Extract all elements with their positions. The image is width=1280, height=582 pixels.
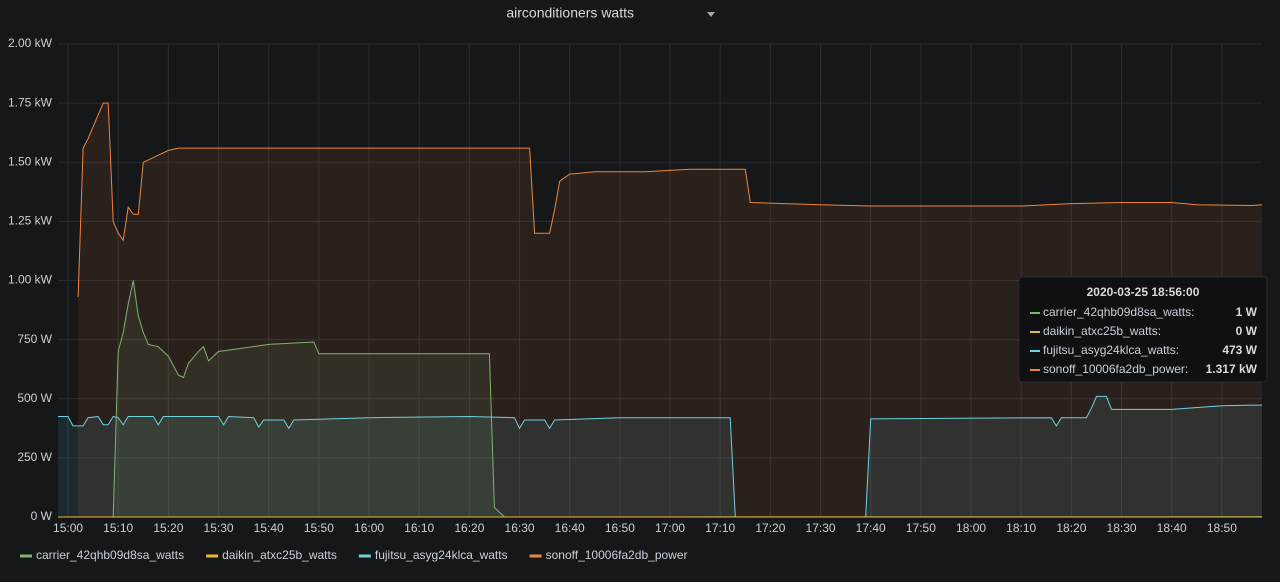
y-tick-label: 1.50 kW — [8, 154, 53, 168]
series-area — [58, 396, 1262, 517]
y-tick-label: 250 W — [17, 450, 52, 464]
y-tick-label: 2.00 kW — [8, 36, 53, 50]
series-area — [58, 280, 1262, 517]
x-tick-label: 16:30 — [505, 521, 535, 535]
y-tick-label: 750 W — [17, 332, 52, 346]
plot-area: 0 W 250 W 500 W 750 W 1.00 kW 1.25 kW 1.50 kW 1… — [8, 36, 1263, 535]
x-tick-label: 18:40 — [1157, 521, 1187, 535]
tooltip-value: 473 W — [1222, 343, 1257, 357]
chart-title[interactable]: airconditioners watts — [506, 5, 634, 21]
x-tick-label: 15:10 — [103, 521, 133, 535]
tooltip-value: 1.317 kW — [1206, 362, 1258, 376]
x-tick-label: 18:00 — [956, 521, 986, 535]
x-tick-label: 15:20 — [153, 521, 183, 535]
x-tick-label: 18:20 — [1056, 521, 1086, 535]
tooltip-value: 1 W — [1236, 305, 1258, 319]
x-tick-label: 17:50 — [906, 521, 936, 535]
x-tick-label: 15:00 — [53, 521, 83, 535]
legend-label[interactable]: daikin_atxc25b_watts — [222, 548, 337, 562]
series-line — [77, 102, 1263, 298]
x-tick-label: 16:10 — [404, 521, 434, 535]
x-tick-label: 15:50 — [304, 521, 334, 535]
x-tick-label: 17:20 — [755, 521, 785, 535]
x-tick-label: 15:30 — [204, 521, 234, 535]
x-tick-label: 17:40 — [856, 521, 886, 535]
legend-label[interactable]: carrier_42qhb09d8sa_watts — [36, 548, 184, 562]
y-tick-label: 1.75 kW — [8, 95, 53, 109]
tooltip: 2020-03-25 18:56:00 carrier_42qhb09d8sa_w… — [1018, 276, 1268, 383]
x-tick-label: 16:00 — [354, 521, 384, 535]
tooltip-time: 2020-03-25 18:56:00 — [1087, 285, 1200, 299]
series-line — [58, 395, 1262, 518]
title-caret[interactable] — [707, 12, 715, 17]
y-tick-label: 500 W — [17, 391, 52, 405]
x-tick-label: 16:20 — [454, 521, 484, 535]
tooltip-series: daikin_atxc25b_watts: — [1043, 324, 1161, 338]
tooltip-series: sonoff_10006fa2db_power: — [1043, 362, 1188, 376]
tooltip-box — [1018, 276, 1268, 383]
legend-label[interactable]: sonoff_10006fa2db_power — [546, 548, 688, 562]
y-tick-label: 0 W — [31, 509, 53, 523]
x-tick-label: 17:30 — [806, 521, 836, 535]
x-tick-label: 16:50 — [605, 521, 635, 535]
x-tick-label: 18:10 — [1006, 521, 1036, 535]
x-tick-label: 17:00 — [655, 521, 685, 535]
tooltip-series: carrier_42qhb09d8sa_watts: — [1043, 305, 1194, 319]
tooltip-value: 0 W — [1236, 324, 1258, 338]
y-tick-label: 1.25 kW — [8, 214, 53, 228]
x-tick-label: 17:10 — [705, 521, 735, 535]
legend: carrier_42qhb09d8sa_watts daikin_atxc25b_… — [20, 548, 688, 562]
tooltip-series: fujitsu_asyg24klca_watts: — [1043, 343, 1179, 357]
x-tick-label: 18:30 — [1107, 521, 1137, 535]
legend-label[interactable]: fujitsu_asyg24klca_watts — [375, 548, 508, 562]
x-tick-label: 15:40 — [254, 521, 284, 535]
y-tick-label: 1.00 kW — [8, 273, 53, 287]
series-line — [58, 280, 1262, 518]
series-area — [78, 103, 1263, 517]
x-tick-label: 16:40 — [555, 521, 585, 535]
x-tick-label: 18:50 — [1207, 521, 1237, 535]
